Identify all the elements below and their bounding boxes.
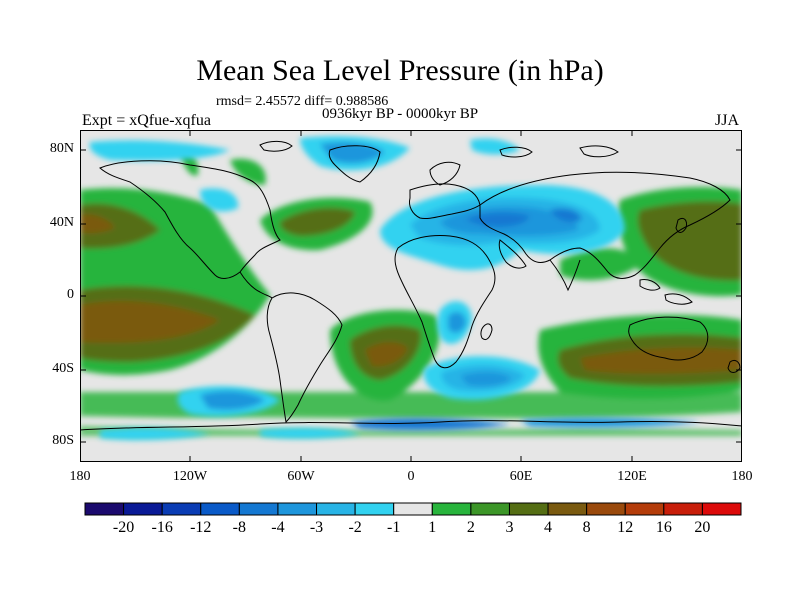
colorbar-label: -3 [309, 519, 324, 536]
colorbar-swatch [431, 502, 472, 516]
colorbar-swatch [624, 502, 665, 516]
colorbar-swatch [663, 502, 703, 516]
colorbar-label: -16 [151, 519, 173, 536]
anomaly-field [80, 130, 742, 462]
x-tick-120w: 120W [172, 469, 208, 484]
season-label: JJA [715, 112, 740, 129]
y-tick-0: 0 [67, 287, 74, 302]
y-tick-40s: 40S [52, 361, 74, 376]
colorbar-label: -12 [190, 519, 212, 536]
colorbar-label: -2 [348, 519, 362, 536]
colorbar-label: -8 [232, 519, 246, 536]
map-title: Mean Sea Level Pressure (in hPa) [196, 54, 604, 87]
x-tick-180-right: 180 [731, 469, 753, 484]
y-tick-80s: 80S [52, 433, 74, 448]
colorbar-swatch [547, 502, 588, 516]
colorbar-label: -4 [271, 519, 285, 536]
colorbar-label: 3 [505, 519, 514, 536]
colorbar-label: 2 [466, 519, 475, 536]
colorbar-swatch [277, 502, 318, 516]
colorbar-swatch [161, 502, 202, 516]
colorbar-swatch [586, 502, 626, 516]
colorbar-label: 20 [694, 519, 711, 536]
colorbar-swatch [84, 502, 125, 516]
time-period-label: 0936kyr BP - 0000kyr BP [322, 106, 479, 122]
colorbar-swatch [470, 502, 510, 516]
colorbar-label: 16 [655, 519, 672, 536]
colorbar-label: 12 [617, 519, 634, 536]
x-tick-0: 0 [407, 469, 415, 484]
rmsd-diff-stats: rmsd= 2.45572 diff= 0.988586 [216, 94, 389, 109]
y-tick-80n: 80N [49, 141, 74, 156]
experiment-label: Expt = xQfue-xqfua [82, 112, 211, 129]
colorbar-label: 4 [544, 519, 553, 536]
colorbar-swatch [701, 502, 742, 516]
colorbar-label: -1 [387, 519, 401, 536]
x-tick-180-left: 180 [69, 469, 91, 484]
colorbar-label: 1 [428, 519, 437, 536]
colorbar-swatch [123, 502, 163, 516]
colorbar-swatch [238, 502, 279, 516]
x-tick-60e: 60E [509, 469, 533, 484]
axis-ticks [80, 130, 742, 462]
x-tick-120e: 120E [617, 469, 647, 484]
coastlines [80, 140, 742, 431]
x-tick-60w: 60W [287, 469, 315, 484]
colorbar-swatch [508, 502, 549, 516]
y-tick-40n: 40N [49, 215, 74, 230]
colorbar-label: -20 [112, 519, 135, 536]
colorbar-swatch [316, 502, 356, 516]
colorbar-swatch [200, 502, 240, 516]
pressure-anomaly-map [80, 130, 742, 462]
colorbar-swatch [354, 502, 395, 516]
colorbar-label: 8 [582, 519, 591, 536]
colorbar [84, 502, 742, 516]
colorbar-swatch [393, 502, 433, 516]
